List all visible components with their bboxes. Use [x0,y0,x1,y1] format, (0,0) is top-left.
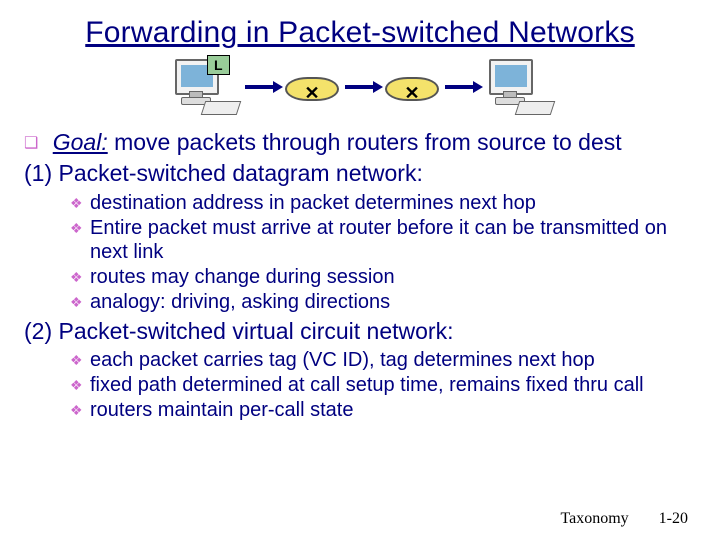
list-item: ❖ destination address in packet determin… [70,191,696,216]
list-item: ❖ fixed path determined at call setup ti… [70,373,696,398]
slide-title: Forwarding in Packet-switched Networks [24,16,696,50]
item-text: each packet carries tag (VC ID), tag det… [90,348,696,373]
diamond-bullet-icon: ❖ [70,191,90,216]
diamond-bullet-icon: ❖ [70,265,90,290]
content-block: ❑ Goal: move packets through routers fro… [24,128,696,423]
diamond-bullet-icon: ❖ [70,348,90,373]
slide-footer: Taxonomy 1-20 [560,510,688,528]
list-item: ❖ routes may change during session [70,265,696,290]
diamond-bullet-icon: ❖ [70,216,90,266]
diamond-bullet-icon: ❖ [70,373,90,398]
item-text: fixed path determined at call setup time… [90,373,696,398]
footer-page: 1-20 [659,510,688,527]
item-text: routes may change during session [90,265,696,290]
section1-heading: (1) Packet-switched datagram network: [24,159,696,188]
packet-label: L [207,55,230,75]
arrow-icon [445,85,475,89]
footer-section: Taxonomy [560,510,628,527]
item-text: analogy: driving, asking directions [90,290,696,315]
square-bullet-icon: ❑ [24,134,38,154]
dest-computer-icon [481,59,553,115]
goal-text: move packets through routers from source… [114,129,622,155]
item-text: routers maintain per-call state [90,398,696,423]
diamond-bullet-icon: ❖ [70,398,90,423]
list-item: ❖ each packet carries tag (VC ID), tag d… [70,348,696,373]
arrow-icon [345,85,375,89]
slide: Forwarding in Packet-switched Networks L… [0,0,720,540]
router-icon: ✕ [381,71,439,103]
list-item: ❖ analogy: driving, asking directions [70,290,696,315]
section2-list: ❖ each packet carries tag (VC ID), tag d… [70,348,696,422]
list-item: ❖ Entire packet must arrive at router be… [70,216,696,266]
section2-heading: (2) Packet-switched virtual circuit netw… [24,317,696,346]
router-icon: ✕ [281,71,339,103]
goal-label: Goal: [53,129,108,155]
source-computer-icon: L [167,59,239,115]
arrow-icon [245,85,275,89]
goal-line: ❑ Goal: move packets through routers fro… [24,128,696,157]
section1-list: ❖ destination address in packet determin… [70,191,696,315]
network-diagram: L ✕ ✕ [24,56,696,118]
item-text: destination address in packet determines… [90,191,696,216]
diamond-bullet-icon: ❖ [70,290,90,315]
list-item: ❖ routers maintain per-call state [70,398,696,423]
item-text: Entire packet must arrive at router befo… [90,216,696,266]
